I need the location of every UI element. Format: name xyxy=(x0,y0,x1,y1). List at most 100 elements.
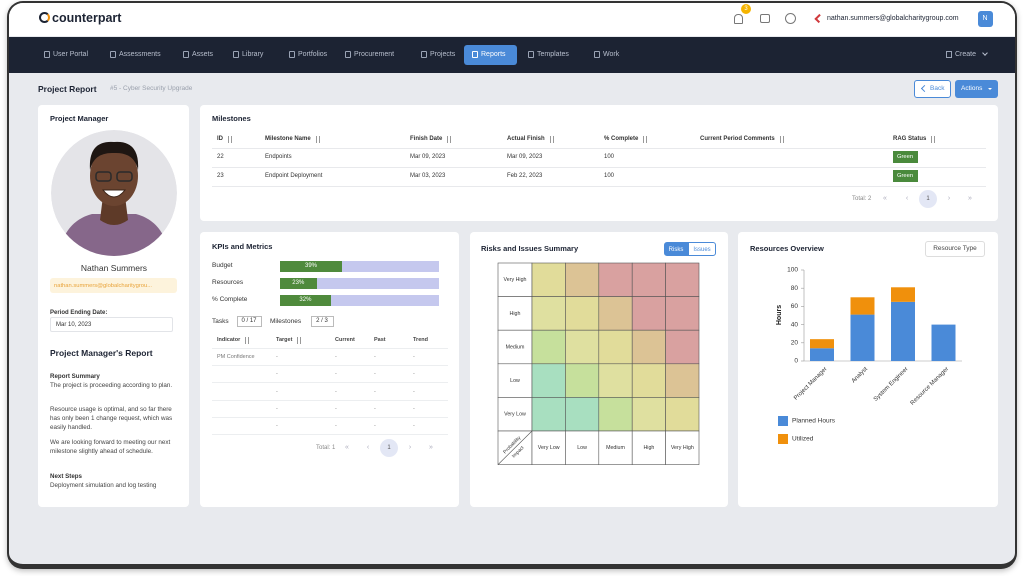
matrix-cell xyxy=(531,397,566,432)
column-header[interactable]: Trend xyxy=(413,337,428,343)
pager-page[interactable]: 1 xyxy=(919,190,937,208)
sort-icon[interactable] xyxy=(228,136,232,143)
matrix-cell xyxy=(631,262,666,297)
matrix-cell xyxy=(665,296,700,331)
matrix-label-cell xyxy=(497,363,533,398)
column-header[interactable]: ID xyxy=(217,136,223,142)
photo-hair xyxy=(89,141,139,170)
x-tick-label: Analyst xyxy=(851,366,869,384)
sort-icon[interactable] xyxy=(447,136,451,143)
table-cell: Endpoints xyxy=(265,154,292,160)
matrix-label-cell xyxy=(497,262,533,297)
row-divider xyxy=(212,348,448,349)
table-cell: - xyxy=(413,405,415,412)
sort-icon[interactable] xyxy=(316,136,320,143)
chart-button[interactable]: Resource Type xyxy=(925,241,985,257)
table-cell: Mar 03, 2023 xyxy=(410,173,446,179)
sort-icon[interactable] xyxy=(931,136,935,143)
matrix-diagonal xyxy=(497,430,533,465)
matrix-cell xyxy=(665,363,700,398)
user-email[interactable]: nathan.summers@globalcharitygroup.com xyxy=(827,15,959,22)
table-cell: - xyxy=(335,371,337,378)
nav-create[interactable]: Create xyxy=(955,51,977,58)
legend-label: Utilized xyxy=(792,436,814,443)
column-header[interactable]: Actual Finish xyxy=(507,136,545,142)
table-cell: - xyxy=(374,405,376,412)
nav-item[interactable]: Work xyxy=(603,51,620,58)
column-header[interactable]: % Complete xyxy=(604,136,639,142)
sort-icon[interactable] xyxy=(643,136,647,143)
column-header[interactable]: RAG Status xyxy=(893,136,927,142)
bell-icon[interactable] xyxy=(734,14,743,24)
pager-button[interactable]: ‹ xyxy=(905,195,909,202)
nav-item[interactable]: Procurement xyxy=(354,51,395,58)
sort-icon[interactable] xyxy=(550,136,554,143)
manager-name: Nathan Summers xyxy=(80,263,148,273)
nav-item[interactable]: Reports xyxy=(481,51,506,58)
breadcrumb: #5 - Cyber Security Upgrade xyxy=(110,85,193,92)
matrix-col-label: High xyxy=(643,445,654,451)
nav-item[interactable]: Assessments xyxy=(119,51,161,58)
nav-item[interactable]: Library xyxy=(242,51,264,58)
x-tick-label: System Engineer xyxy=(873,366,910,403)
tab[interactable]: Risks xyxy=(664,242,688,256)
column-header[interactable]: Past xyxy=(374,337,386,343)
date-value: Mar 10, 2023 xyxy=(56,322,92,328)
pager-button[interactable]: « xyxy=(345,444,349,451)
row-divider xyxy=(212,365,448,366)
nav-item[interactable]: Assets xyxy=(192,51,214,58)
column-header[interactable]: Target xyxy=(276,337,293,343)
actions-caret xyxy=(988,88,992,92)
nav-item[interactable]: Portfolios xyxy=(298,51,328,58)
table-cell: - xyxy=(374,354,376,360)
matrix-row-label: Medium xyxy=(506,344,525,350)
sort-icon[interactable] xyxy=(780,136,784,143)
sort-icon[interactable] xyxy=(245,337,249,344)
field-label: Period Ending Date: xyxy=(50,310,108,316)
pager-button[interactable]: › xyxy=(408,444,412,451)
nav-icon xyxy=(345,51,351,58)
matrix-col-label: Very High xyxy=(671,445,694,451)
table-cell: - xyxy=(276,405,278,412)
row-divider xyxy=(212,382,448,384)
kpi-value: 39% xyxy=(304,263,317,269)
matrix-cell xyxy=(565,329,600,365)
row-divider xyxy=(212,167,986,168)
nav-item[interactable]: Projects xyxy=(430,51,456,58)
table-cell: - xyxy=(413,354,415,360)
table-cell: 100 xyxy=(604,173,615,179)
column-header[interactable]: Milestone Name xyxy=(265,136,311,142)
x-tick-label: Resource Manager xyxy=(910,366,950,406)
help-icon[interactable] xyxy=(785,13,796,24)
legend-swatch xyxy=(778,416,788,426)
row-divider xyxy=(212,399,448,401)
pager-page[interactable]: 1 xyxy=(380,439,398,457)
avatar[interactable]: N xyxy=(977,11,993,27)
back-button[interactable] xyxy=(914,80,951,98)
table-cell: - xyxy=(374,388,376,395)
matrix-col-label: Very Low xyxy=(538,445,560,451)
sort-icon[interactable] xyxy=(297,337,301,344)
table-cell: - xyxy=(335,423,337,430)
pager-button[interactable]: « xyxy=(883,195,887,202)
table-cell: - xyxy=(335,388,337,395)
date-input[interactable] xyxy=(50,317,173,332)
table-cell: - xyxy=(276,354,278,360)
actions-button[interactable] xyxy=(955,80,998,98)
x-tick-label: Project Manager xyxy=(793,366,828,401)
matrix-cell xyxy=(565,397,600,432)
column-header[interactable]: Indicator xyxy=(217,337,241,343)
nav-item[interactable]: User Portal xyxy=(53,51,89,58)
column-header[interactable]: Current xyxy=(335,337,355,343)
column-header[interactable]: Current Period Comments xyxy=(700,136,775,142)
nav-item[interactable]: Templates xyxy=(537,51,569,58)
pager-button[interactable]: › xyxy=(947,195,951,202)
column-header[interactable]: Finish Date xyxy=(410,136,443,142)
matrix-label-cell xyxy=(497,329,533,365)
tab[interactable]: Issues xyxy=(688,242,716,256)
pager-button[interactable]: ‹ xyxy=(366,444,370,451)
pager-button[interactable]: » xyxy=(968,195,972,202)
bar-segment xyxy=(850,297,875,315)
pager-button[interactable]: » xyxy=(429,444,433,451)
chat-icon[interactable] xyxy=(760,14,770,23)
